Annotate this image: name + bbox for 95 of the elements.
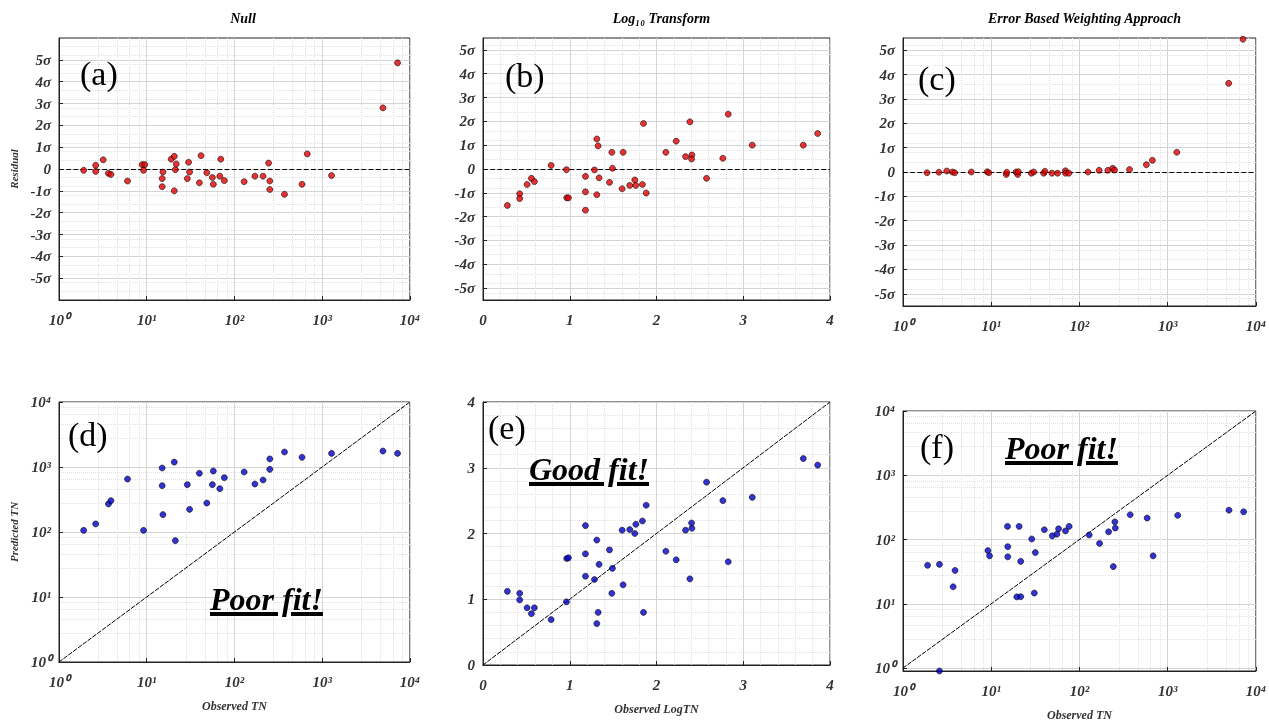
x-tick-label: 2 <box>651 311 661 328</box>
x-tick-label: 10² <box>224 673 245 690</box>
y-tick-label: 3 <box>466 459 476 476</box>
y-tick-label: 10² <box>875 531 896 548</box>
annotation: Good fit! <box>529 451 649 488</box>
y-tick-label: -1σ <box>454 184 476 201</box>
y-axis-title: Predicted TN <box>7 500 20 563</box>
x-tick-label: 10⁰ <box>893 316 917 334</box>
annotation: (d) <box>68 416 108 454</box>
x-tick-label: 10⁴ <box>399 311 420 328</box>
y-tick-label: -4σ <box>874 261 896 278</box>
y-tick-label: 10³ <box>31 459 52 475</box>
x-tick-label: 10² <box>1069 317 1090 334</box>
x-tick-label: 0 <box>479 311 488 328</box>
x-tick-label: 10³ <box>1157 317 1178 334</box>
y-tick-label: 2σ <box>878 115 896 132</box>
y-tick-label: 5σ <box>879 42 896 59</box>
y-tick-label: 10⁰ <box>31 653 55 670</box>
annotation: (f) <box>920 428 954 466</box>
y-tick-label: 10¹ <box>875 595 895 612</box>
y-tick-label: -2σ <box>454 208 476 225</box>
y-tick-label: -4σ <box>454 256 476 273</box>
y-tick-label: 0 <box>43 161 52 177</box>
annotation: Poor fit! <box>1005 430 1118 467</box>
x-tick-label: 3 <box>738 311 748 328</box>
y-tick-label: 1σ <box>459 137 476 154</box>
y-tick-label: 3σ <box>458 89 476 106</box>
x-tick-label: 0 <box>479 676 488 693</box>
x-tick-label: 4 <box>825 676 835 693</box>
y-tick-label: 10³ <box>875 467 896 484</box>
chart-title: Error Based Weighting Approach <box>986 10 1182 26</box>
x-tick-label: 10¹ <box>981 317 1001 334</box>
y-tick-label: 1 <box>467 591 475 608</box>
y-tick-label: -1σ <box>874 188 896 205</box>
y-tick-label: 0 <box>467 657 476 673</box>
x-tick-label: 10¹ <box>981 682 1001 699</box>
y-tick-label: 2σ <box>34 117 52 134</box>
x-tick-label: 4 <box>825 311 835 328</box>
y-tick-label: 4 <box>466 394 476 410</box>
y-tick-label: 5σ <box>35 51 52 68</box>
y-tick-label: -3σ <box>30 226 52 243</box>
x-tick-label: 2 <box>651 676 661 693</box>
y-tick-label: 1σ <box>879 139 896 156</box>
x-tick-label: 10⁴ <box>1245 682 1266 699</box>
y-tick-label: 10² <box>31 524 52 540</box>
x-tick-label: 10³ <box>312 673 333 690</box>
x-tick-label: 1 <box>566 311 574 328</box>
annotation: (a) <box>80 55 118 93</box>
y-tick-label: 0 <box>887 164 896 180</box>
y-tick-label: 3σ <box>878 90 896 107</box>
y-tick-label: -5σ <box>30 270 52 287</box>
x-tick-label: 10⁴ <box>399 673 420 690</box>
y-tick-label: 4σ <box>458 65 476 82</box>
x-tick-label: 3 <box>738 676 748 693</box>
y-tick-label: 10⁴ <box>874 403 895 419</box>
x-tick-label: 10⁰ <box>893 681 917 699</box>
annotation: Poor fit! <box>210 581 323 618</box>
y-tick-label: 5σ <box>459 41 476 58</box>
y-tick-label: -5σ <box>454 280 476 297</box>
y-tick-label: -5σ <box>874 285 896 302</box>
chart-title: Null <box>229 10 256 26</box>
y-tick-label: -4σ <box>30 248 52 265</box>
annotation: (b) <box>505 57 545 95</box>
x-axis-title: Observed LogTN <box>614 702 700 716</box>
y-tick-label: 10⁴ <box>30 394 51 410</box>
annotation: (e) <box>488 409 526 447</box>
x-tick-label: 10² <box>1069 682 1090 699</box>
y-tick-label: -1σ <box>30 182 52 199</box>
y-tick-label: 4σ <box>878 66 896 83</box>
x-tick-label: 10² <box>224 311 245 328</box>
x-tick-label: 10³ <box>312 311 333 328</box>
y-tick-label: -3σ <box>874 237 896 254</box>
annotation: (c) <box>918 60 956 98</box>
chart-title: Log₁₀ Transform <box>611 10 711 26</box>
x-tick-label: 10³ <box>1157 682 1178 699</box>
y-tick-label: 1σ <box>35 139 52 156</box>
x-tick-label: 10⁰ <box>49 310 73 328</box>
y-tick-label: 10¹ <box>31 589 51 605</box>
x-tick-label: 1 <box>566 676 574 693</box>
y-tick-label: -2σ <box>30 204 52 221</box>
y-tick-label: -2σ <box>874 212 896 229</box>
y-tick-label: 2 <box>466 525 476 542</box>
x-tick-label: 10⁴ <box>1245 317 1266 334</box>
y-tick-label: 10⁰ <box>875 659 899 677</box>
x-axis-title: Observed TN <box>201 699 269 713</box>
x-axis-title: Observed TN <box>1046 708 1114 722</box>
y-tick-label: -3σ <box>454 232 476 249</box>
y-axis-title: Residual <box>7 148 20 190</box>
y-tick-label: 4σ <box>34 73 52 90</box>
y-tick-label: 3σ <box>34 95 52 112</box>
x-tick-label: 10¹ <box>136 311 157 328</box>
y-tick-label: 2σ <box>458 113 476 130</box>
x-tick-label: 10¹ <box>136 673 157 690</box>
y-tick-label: 0 <box>467 161 476 177</box>
x-tick-label: 10⁰ <box>49 672 73 690</box>
